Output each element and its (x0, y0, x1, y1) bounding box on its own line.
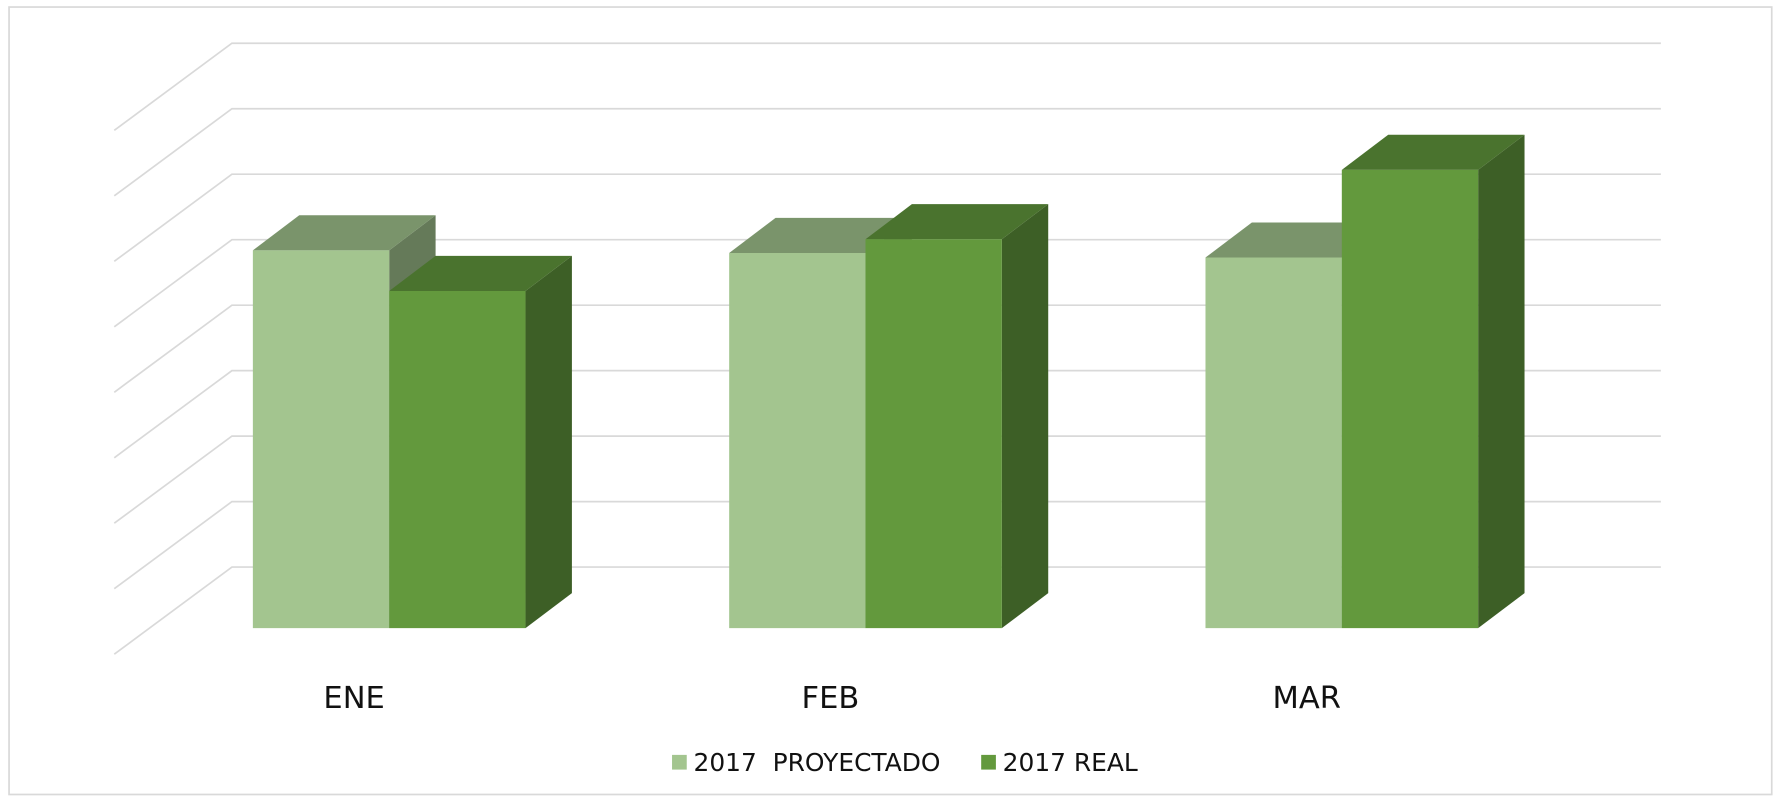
legend-swatch (981, 754, 996, 770)
bar-top (252, 215, 436, 251)
bar (865, 204, 1049, 629)
bar-side (525, 255, 572, 629)
legend-swatch (672, 754, 687, 770)
grid-line (113, 304, 1661, 393)
bar-top (865, 204, 1049, 240)
bar-front (729, 252, 866, 629)
bar-top (1341, 134, 1525, 170)
grid-line (113, 238, 1661, 328)
grid-line (113, 369, 1661, 459)
bar (1341, 134, 1525, 629)
bar-front (865, 239, 1002, 629)
bar-side (1001, 204, 1049, 629)
x-tick-label: ENE (323, 681, 384, 716)
grid-line (113, 500, 1661, 590)
grid-line (113, 107, 1661, 197)
legend-label: 2017 REAL (1003, 748, 1138, 777)
bar-front (1341, 169, 1479, 629)
grid-line (113, 435, 1661, 524)
bar-front (389, 290, 526, 629)
bar-top (389, 255, 572, 291)
bar (389, 255, 572, 629)
x-tick-label: MAR (1273, 681, 1341, 716)
legend-label: 2017 PROYECTADO (694, 748, 941, 777)
x-tick-label: FEB (802, 681, 860, 716)
grid-line (113, 173, 1661, 263)
grid-line (113, 566, 1661, 655)
bar-side (1478, 134, 1525, 629)
bar-front (252, 250, 390, 629)
bar-front (1205, 257, 1342, 629)
grid-line (113, 42, 1661, 132)
